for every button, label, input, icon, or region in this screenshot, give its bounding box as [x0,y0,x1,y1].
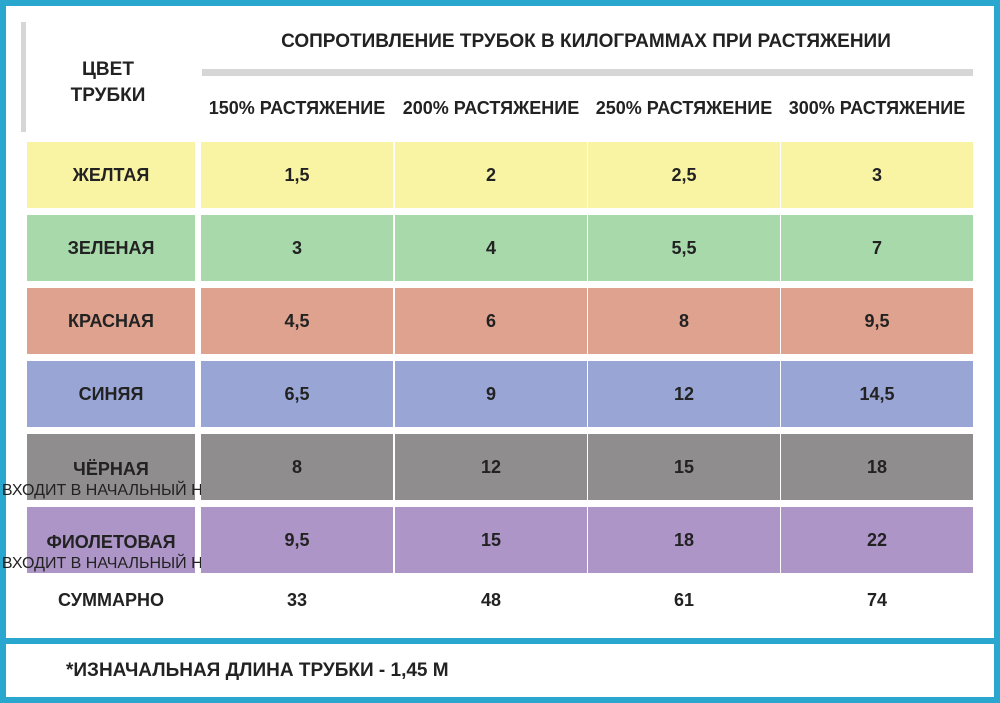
row-name: СИНЯЯ [78,383,144,404]
column-header: 150% РАСТЯЖЕНИЕ [208,97,386,118]
value-cell: 9,5 [201,507,393,573]
value-cell: 18 [588,507,780,573]
footnote: *ИЗНАЧАЛЬНАЯ ДЛИНА ТРУБКИ - 1,45 М [66,660,449,681]
row-name-cell: ФИОЛЕТОВАЯ (НЕ ВХОДИТ В НАЧАЛЬНЫЙ НАБОР) [0,507,252,573]
value-cell: 18 [781,434,973,500]
value-cell: 4 [395,215,587,281]
table-title: СОПРОТИВЛЕНИЕ ТРУБОК В КИЛОГРАММАХ ПРИ Р… [281,31,891,52]
row-name-cell: ЖЕЛТАЯ [27,142,195,208]
value-cell: 3 [201,215,393,281]
value-cell: 2,5 [588,142,780,208]
value-cell: 15 [588,434,780,500]
value-cell: 22 [781,507,973,573]
value-cell: 8 [201,434,393,500]
value-cell: 5,5 [588,215,780,281]
value-cell: 1,5 [201,142,393,208]
value-cell: 9 [395,361,587,427]
row-name: ЖЕЛТАЯ [72,164,150,185]
color-header-line1: ЦВЕТ [82,59,134,80]
row-name: ЧЁРНАЯ [73,459,149,479]
value-cell: 4,5 [201,288,393,354]
title-underline-bar [202,69,973,76]
color-column-header: ЦВЕТ ТРУБКИ [38,48,178,118]
value-cell: 15 [395,507,587,573]
total-value: 48 [480,589,502,610]
row-note: (НЕ ВХОДИТ В НАЧАЛЬНЫЙ НАБОР) [0,555,252,572]
color-header-line2: ТРУБКИ [70,85,146,106]
row-name: ФИОЛЕТОВАЯ [46,532,176,552]
value-cell: 14,5 [781,361,973,427]
value-cell: 9,5 [781,288,973,354]
column-header: 250% РАСТЯЖЕНИЕ [595,97,773,118]
column-header: 200% РАСТЯЖЕНИЕ [402,97,580,118]
value-cell: 12 [395,434,587,500]
value-cell: 2 [395,142,587,208]
row-name: ЗЕЛЕНАЯ [67,237,155,258]
footer-panel [6,644,994,697]
value-cell: 12 [588,361,780,427]
header-left-bar [21,22,26,132]
value-cell: 3 [781,142,973,208]
row-name: КРАСНАЯ [68,310,154,331]
value-cell: 6 [395,288,587,354]
total-value: 33 [286,589,308,610]
column-header: 300% РАСТЯЖЕНИЕ [788,97,966,118]
total-value: 61 [673,589,695,610]
totals-label: СУММАРНО [58,589,164,610]
value-cell: 6,5 [201,361,393,427]
value-cell: 7 [781,215,973,281]
row-name-cell: СИНЯЯ [27,361,195,427]
row-name-cell: КРАСНАЯ [27,288,195,354]
row-note: (НЕ ВХОДИТ В НАЧАЛЬНЫЙ НАБОР) [0,482,252,499]
value-cell: 8 [588,288,780,354]
total-value: 74 [866,589,888,610]
row-name-cell: ЗЕЛЕНАЯ [27,215,195,281]
row-name-cell: ЧЁРНАЯ (НЕ ВХОДИТ В НАЧАЛЬНЫЙ НАБОР) [0,434,252,500]
